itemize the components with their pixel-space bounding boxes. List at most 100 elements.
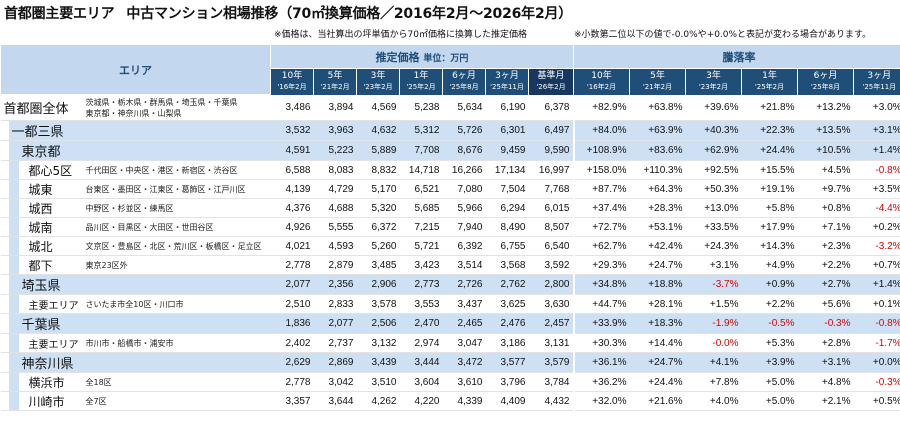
price-value: 2,879	[313, 255, 357, 275]
price-value: 3,577	[485, 352, 529, 373]
change-value: +24.4%	[741, 140, 798, 161]
indent	[8, 236, 19, 256]
price-value: 3,592	[528, 255, 574, 275]
price-col-header: 5年 '21年2月	[313, 68, 357, 95]
price-col-header: 3ヶ月 '25年11月	[485, 68, 529, 95]
price-value: 7,768	[528, 179, 574, 199]
price-value: 3,132	[356, 333, 400, 353]
price-value: 9,459	[485, 140, 529, 161]
price-value: 4,591	[270, 140, 314, 161]
price-value: 5,555	[313, 217, 357, 237]
area-detail: 全7区	[82, 391, 271, 411]
change-value: -0.0%	[685, 333, 742, 353]
change-value: +28.1%	[629, 294, 686, 314]
change-value: +62.9%	[685, 140, 742, 161]
change-value: +13.2%	[797, 94, 854, 121]
price-value: 2,402	[270, 333, 314, 353]
price-value: 3,131	[528, 333, 574, 353]
change-value: +2.8%	[797, 333, 854, 353]
indent	[0, 198, 9, 218]
area-name: 城西	[18, 198, 83, 218]
table-row: 城西 中野区・杉並区・練馬区 4,376 4,688 5,320 5,685 5,966 6,…	[0, 198, 900, 218]
change-value: +1.5%	[685, 294, 742, 314]
price-value: 6,294	[485, 198, 529, 218]
price-value: 3,437	[442, 294, 486, 314]
price-value: 3,444	[399, 352, 443, 373]
area-detail: 台東区・墨田区・江東区・葛飾区・江戸川区	[82, 179, 271, 199]
table-row: 都下 東京23区外 2,778 2,879 3,485 3,423 3,514 3,568 3,…	[0, 255, 900, 275]
price-value: 3,610	[442, 372, 486, 392]
table-row: 一都三県 3,532 3,963 4,632 5,312 5,726 6,301 6,497 +…	[0, 120, 900, 141]
table-row: 主要エリア さいたま市全10区・川口市 2,510 2,833 3,578 3,553 3,…	[0, 294, 900, 314]
indent	[8, 274, 19, 295]
change-col-header: 5年 '21年2月	[629, 68, 686, 95]
indent	[0, 333, 9, 353]
indent	[0, 217, 9, 237]
change-value: +33.5%	[685, 217, 742, 237]
change-value: +3.1%	[853, 120, 900, 141]
price-value: 17,134	[485, 160, 529, 180]
area-name: 城北	[18, 236, 83, 256]
price-value: 8,832	[356, 160, 400, 180]
area-name: 埼玉県	[18, 274, 83, 295]
change-value: +2.3%	[797, 236, 854, 256]
price-value: 4,593	[313, 236, 357, 256]
price-value: 2,773	[399, 274, 443, 295]
price-value: 9,590	[528, 140, 574, 161]
price-value: 7,940	[442, 217, 486, 237]
price-value: 2,476	[485, 313, 529, 334]
change-value: +4.1%	[685, 352, 742, 373]
change-value: +3.1%	[797, 352, 854, 373]
price-value: 2,726	[442, 274, 486, 295]
change-value: +14.4%	[629, 333, 686, 353]
price-value: 2,356	[313, 274, 357, 295]
change-value: -0.5%	[741, 313, 798, 334]
change-value: +36.2%	[572, 372, 630, 392]
area-header: エリア	[0, 44, 271, 95]
price-value: 8,676	[442, 140, 486, 161]
indent	[0, 274, 9, 295]
change-value: +15.5%	[741, 160, 798, 180]
change-value: +72.7%	[572, 217, 630, 237]
change-value: +18.3%	[629, 313, 686, 334]
area-detail: 市川市・船橋市・浦安市	[82, 333, 271, 353]
change-value: +50.3%	[685, 179, 742, 199]
price-value: 5,721	[399, 236, 443, 256]
price-value: 5,170	[356, 179, 400, 199]
change-value: +3.5%	[853, 179, 900, 199]
price-value: 3,357	[270, 391, 314, 411]
change-value: +87.7%	[572, 179, 630, 199]
change-value: +9.7%	[797, 179, 854, 199]
change-value: +53.1%	[629, 217, 686, 237]
price-value: 3,568	[485, 255, 529, 275]
price-value: 7,504	[485, 179, 529, 199]
indent	[0, 352, 9, 373]
change-col-header: 1年 '25年2月	[741, 68, 798, 95]
price-value: 6,392	[442, 236, 486, 256]
price-value: 8,507	[528, 217, 574, 237]
table-row: 都心5区 千代田区・中央区・港区・新宿区・渋谷区 6,588 8,083 8,832 14…	[0, 160, 900, 180]
indent	[8, 294, 19, 314]
change-value: +0.5%	[853, 391, 900, 411]
change-value: +0.8%	[797, 198, 854, 218]
price-value: 5,889	[356, 140, 400, 161]
price-value: 3,514	[442, 255, 486, 275]
change-value: +5.0%	[741, 391, 798, 411]
area-detail	[82, 352, 271, 373]
change-value: +5.0%	[741, 372, 798, 392]
price-value: 2,470	[399, 313, 443, 334]
price-col-header: 1年 '25年2月	[399, 68, 443, 95]
price-value: 2,906	[356, 274, 400, 295]
change-value: +108.9%	[572, 140, 630, 161]
change-value: +83.6%	[629, 140, 686, 161]
change-value: +63.9%	[629, 120, 686, 141]
change-value: +82.9%	[572, 94, 630, 121]
indent	[0, 391, 9, 411]
area-detail: 全18区	[82, 372, 271, 392]
change-value: -1.9%	[685, 313, 742, 334]
change-value: +21.6%	[629, 391, 686, 411]
price-value: 3,485	[356, 255, 400, 275]
price-value: 3,047	[442, 333, 486, 353]
price-value: 6,497	[528, 120, 574, 141]
change-value: +42.4%	[629, 236, 686, 256]
